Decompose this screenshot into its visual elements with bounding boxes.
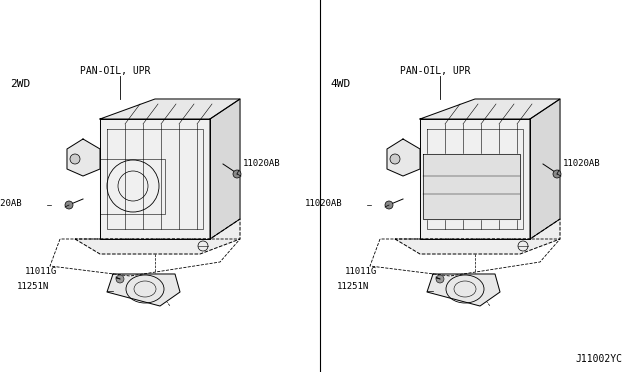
Polygon shape bbox=[530, 99, 560, 239]
Circle shape bbox=[65, 201, 73, 209]
Text: 11011G: 11011G bbox=[345, 267, 377, 276]
Polygon shape bbox=[420, 119, 530, 239]
Polygon shape bbox=[427, 274, 500, 306]
Circle shape bbox=[233, 170, 241, 178]
Text: 2WD: 2WD bbox=[10, 79, 30, 89]
Polygon shape bbox=[100, 99, 240, 119]
Polygon shape bbox=[387, 139, 420, 176]
Circle shape bbox=[70, 154, 80, 164]
Text: 11020AB: 11020AB bbox=[563, 159, 600, 168]
Polygon shape bbox=[423, 154, 520, 219]
Circle shape bbox=[116, 275, 124, 283]
Polygon shape bbox=[420, 99, 560, 119]
Text: 11011G: 11011G bbox=[25, 267, 57, 276]
Text: 4WD: 4WD bbox=[330, 79, 350, 89]
Text: 11020AB: 11020AB bbox=[243, 159, 280, 168]
Circle shape bbox=[390, 154, 400, 164]
Polygon shape bbox=[100, 119, 210, 239]
Polygon shape bbox=[67, 139, 100, 176]
Polygon shape bbox=[395, 219, 560, 254]
Text: 11251N: 11251N bbox=[337, 282, 369, 291]
Text: 11020AB: 11020AB bbox=[0, 199, 22, 208]
Circle shape bbox=[385, 201, 393, 209]
Circle shape bbox=[436, 275, 444, 283]
Text: PAN-OIL, UPR: PAN-OIL, UPR bbox=[80, 66, 150, 76]
Polygon shape bbox=[107, 274, 180, 306]
Circle shape bbox=[553, 170, 561, 178]
Polygon shape bbox=[75, 219, 240, 254]
Polygon shape bbox=[210, 99, 240, 239]
Text: J11002YC: J11002YC bbox=[575, 354, 622, 364]
Text: PAN-OIL, UPR: PAN-OIL, UPR bbox=[400, 66, 470, 76]
Text: 11020AB: 11020AB bbox=[305, 199, 342, 208]
Text: 11251N: 11251N bbox=[17, 282, 49, 291]
